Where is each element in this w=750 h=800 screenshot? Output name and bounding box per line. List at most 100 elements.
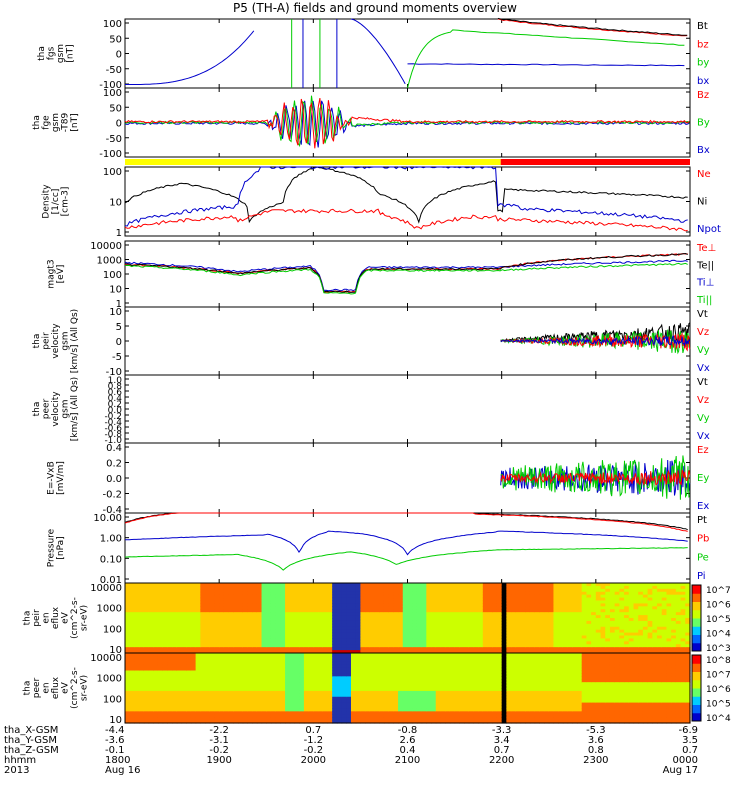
spectrogram-cell <box>369 618 376 622</box>
spectrogram-cell <box>327 714 333 718</box>
spectrogram-cell <box>294 693 300 698</box>
spectrogram-cell <box>125 682 131 686</box>
spectrogram-cell <box>355 661 362 666</box>
spectrogram-cell <box>468 615 475 619</box>
spectrogram-cell <box>176 629 183 634</box>
spectrogram-cell <box>520 591 526 596</box>
spectrogram-cell <box>341 612 347 616</box>
spectrogram-cell <box>134 603 140 607</box>
spectrogram-cell <box>238 705 244 710</box>
spectrogram-cell <box>318 705 324 710</box>
spectrogram-cell <box>252 600 258 605</box>
spectrogram-cell <box>186 711 192 715</box>
spectrogram-cell <box>431 708 437 712</box>
pt-series <box>124 512 688 531</box>
spectrogram-cell <box>275 612 281 616</box>
spectrogram-cell <box>266 670 272 675</box>
spectrogram-cell <box>435 600 442 605</box>
spectrogram-cell <box>591 632 597 637</box>
spectrogram-cell <box>558 647 564 651</box>
spectrogram-cell <box>299 673 305 677</box>
spectrogram-cell <box>266 688 272 692</box>
spectrogram-cell <box>379 658 385 663</box>
spectrogram-cell <box>426 647 432 651</box>
spectrogram-cell <box>252 708 258 712</box>
spectrogram-cell <box>190 615 197 619</box>
spectrogram-cell <box>548 583 555 587</box>
spectrogram-cell <box>275 717 281 721</box>
spectrogram-cell <box>449 696 456 701</box>
spectrogram-cell <box>190 702 197 707</box>
spectrogram-cell <box>219 594 225 599</box>
spectrogram-cell <box>454 673 460 677</box>
spectrogram-cell <box>379 714 385 718</box>
spectrogram-cell <box>383 667 390 672</box>
spectrogram-cell <box>652 647 658 651</box>
spectrogram-cell <box>190 626 197 631</box>
spectrogram-cell <box>628 609 635 613</box>
spectrogram-cell <box>190 623 197 628</box>
spectrogram-cell <box>445 638 451 642</box>
spectrogram-cell <box>129 585 136 590</box>
spectrogram-cell <box>289 620 296 625</box>
spectrogram-cell <box>624 597 630 602</box>
spectrogram-cell <box>313 594 319 599</box>
spectrogram-cell <box>318 685 324 689</box>
spectrogram-cell <box>431 699 437 704</box>
spectrogram-cell <box>289 711 296 715</box>
spectrogram-cell <box>252 714 258 718</box>
spectrogram-cell <box>661 591 668 596</box>
spectrogram-cell <box>242 609 249 613</box>
spectrogram-cell <box>313 714 319 718</box>
spectrogram-cell <box>181 717 187 721</box>
spectrogram-cell <box>129 685 136 689</box>
spectrogram-cell <box>642 603 649 607</box>
spectrogram-cell <box>190 714 197 718</box>
spectrogram-cell <box>294 679 300 683</box>
spectrogram-cell <box>162 650 168 654</box>
spectrogram-cell <box>242 673 249 677</box>
spectrogram-cell <box>252 612 258 616</box>
legend-Pi: Pi <box>697 571 706 582</box>
spectrogram-cell <box>416 647 423 651</box>
spectrogram-cell <box>398 670 404 675</box>
spectrogram-cell <box>299 699 305 704</box>
spectrogram-cell <box>388 720 394 724</box>
spectrogram-cell <box>609 597 616 602</box>
spectrogram-cell <box>336 688 343 692</box>
spectrogram-cell <box>157 644 164 648</box>
spectrogram-cell <box>393 685 399 689</box>
spectrogram-cell <box>355 702 362 707</box>
spectrogram-cell <box>393 658 399 663</box>
spectrogram-cell <box>157 685 164 689</box>
spectrogram-cell <box>233 606 239 610</box>
spectrogram-cell <box>181 635 187 640</box>
spectrogram-cell <box>520 632 526 637</box>
spectrogram-cell <box>275 635 281 640</box>
spectrogram-cell <box>162 702 168 707</box>
spectrogram-cell <box>468 606 475 610</box>
spectrogram-cell <box>186 641 192 645</box>
spectrogram-cell <box>478 615 484 619</box>
spectrogram-cell <box>256 583 263 587</box>
spectrogram-cell <box>322 585 329 590</box>
spectrogram-cell <box>303 588 310 593</box>
spectrogram-cell <box>275 670 281 675</box>
spectrogram-cell <box>464 591 470 596</box>
spectrogram-cell <box>529 600 536 605</box>
spectrogram-cell <box>426 612 432 616</box>
spectrogram-cell <box>280 585 286 590</box>
spectrogram-cell <box>285 620 291 625</box>
spectrogram-cell <box>190 682 197 686</box>
spectrogram-cell <box>478 641 484 645</box>
spectrogram-cell <box>496 635 503 640</box>
spectrogram-cell <box>445 711 451 715</box>
spectrogram-cell <box>459 641 465 645</box>
spectrogram-cell <box>313 635 319 640</box>
spectrogram-cell <box>223 661 230 666</box>
spectrogram-cell <box>398 635 404 640</box>
spectrogram-cell <box>162 591 168 596</box>
spectrogram-cell <box>388 658 394 663</box>
spectrogram-cell <box>642 623 649 628</box>
spectrogram-cell <box>200 676 206 680</box>
